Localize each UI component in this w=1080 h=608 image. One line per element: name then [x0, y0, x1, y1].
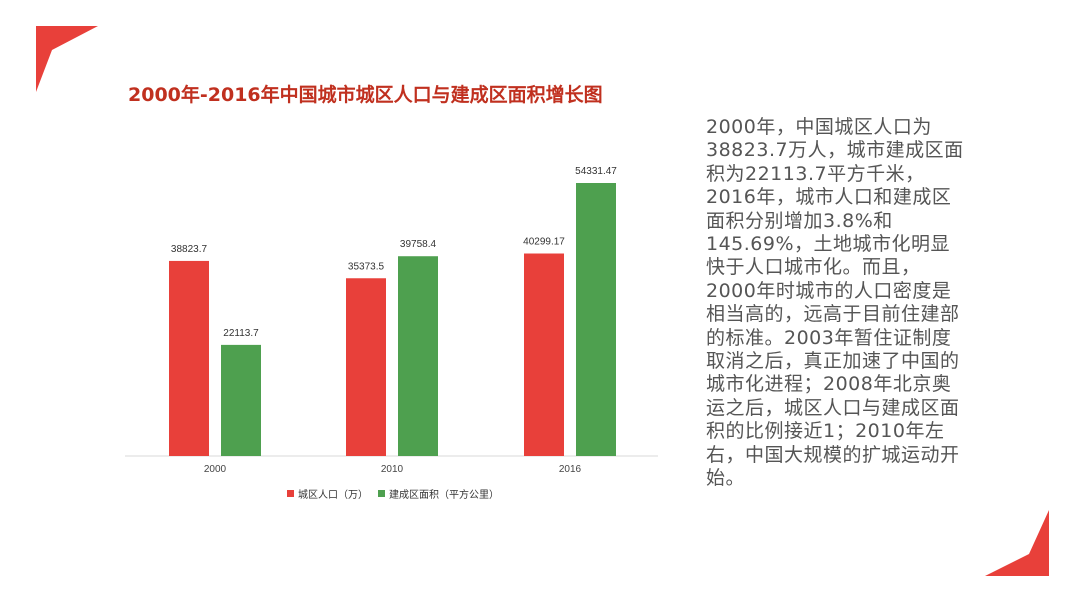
- data-label-population-2010: 35373.5: [348, 261, 385, 272]
- data-label-area-2010: 39758.4: [400, 239, 437, 250]
- bar-area-2016: [576, 183, 616, 456]
- bar-area-2010: [398, 256, 438, 456]
- corner-decoration-top-left: [36, 26, 98, 92]
- chart-title: 2000年-2016年中国城市城区人口与建成区面积增长图: [128, 84, 603, 106]
- bar-population-2010: [346, 278, 386, 456]
- corner-decoration-bottom-right: [985, 510, 1049, 576]
- legend-swatch-population: [287, 490, 294, 497]
- x-tick-label-2000: 2000: [204, 464, 227, 475]
- bar-population-2000: [169, 260, 209, 456]
- chart-legend: 城区人口（万） 建成区面积（平方公里）: [287, 486, 509, 501]
- data-label-population-2016: 40299.17: [523, 237, 565, 248]
- legend-item-area: 建成区面积（平方公里）: [378, 486, 499, 501]
- data-label-area-2000: 22113.7: [223, 328, 259, 339]
- data-label-population-2000: 38823.7: [171, 244, 208, 255]
- x-tick-label-2016: 2016: [559, 464, 582, 475]
- legend-item-population: 城区人口（万）: [287, 486, 368, 501]
- description-text: 2000年，中国城区人口为38823.7万人，城市建成区面积为22113.7平方…: [706, 116, 964, 490]
- data-label-area-2016: 54331.47: [575, 166, 617, 177]
- bar-area-2000: [221, 344, 261, 456]
- x-tick-label-2010: 2010: [381, 464, 404, 475]
- bar-population-2016: [524, 253, 564, 456]
- legend-label-population: 城区人口（万）: [298, 490, 368, 501]
- legend-swatch-area: [378, 490, 385, 497]
- legend-label-area: 建成区面积（平方公里）: [389, 490, 499, 501]
